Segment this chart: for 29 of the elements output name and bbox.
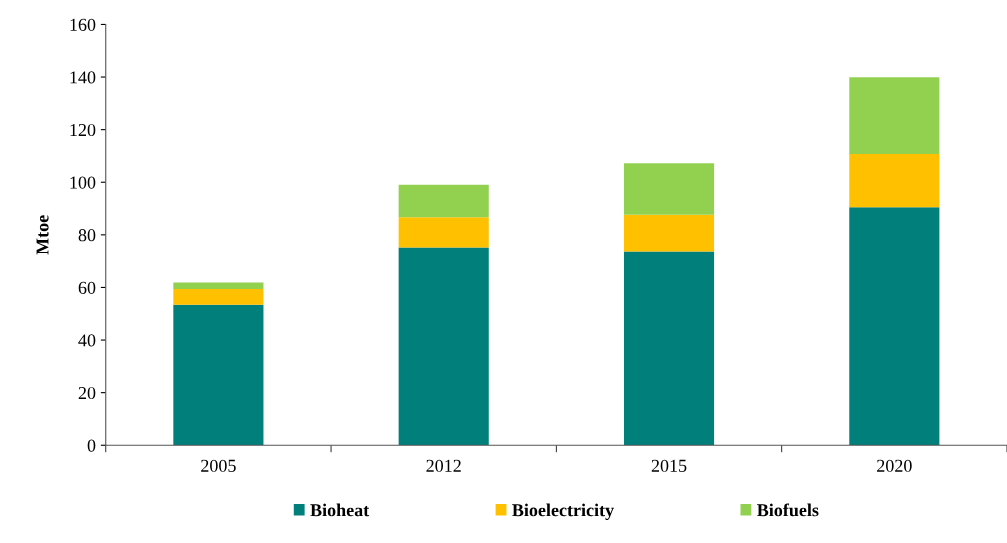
bar — [623, 214, 715, 252]
y-tick-label: 140 — [70, 71, 96, 84]
bar — [398, 247, 489, 446]
x-tick-label: 2005 — [201, 459, 236, 472]
bar — [398, 184, 489, 218]
y-tick-label: 0 — [87, 439, 96, 452]
legend-label: Bioheat — [310, 503, 370, 517]
bar — [849, 77, 940, 155]
y-tick-label: 40 — [78, 334, 96, 347]
bar — [173, 282, 264, 290]
bar — [398, 217, 489, 248]
y-tick-label: 120 — [70, 123, 96, 137]
bar — [623, 163, 715, 215]
x-tick-label: 2015 — [651, 459, 687, 472]
x-tick-label: 2012 — [426, 459, 461, 472]
legend-label: Biofuels — [757, 503, 819, 517]
y-tick-label: 160 — [70, 18, 96, 31]
bar — [849, 207, 940, 446]
y-tick-label: 60 — [78, 281, 96, 294]
bar — [173, 289, 264, 305]
bar — [173, 304, 264, 446]
legend-label: Bioelectricity — [512, 503, 614, 521]
bar — [623, 251, 715, 446]
x-tick-label: 2020 — [877, 459, 912, 472]
y-axis-title: Mtoe — [36, 215, 49, 255]
y-tick-label: 80 — [78, 229, 96, 242]
bar — [849, 154, 940, 208]
y-tick-label: 20 — [78, 386, 96, 400]
y-tick-label: 100 — [70, 176, 96, 189]
